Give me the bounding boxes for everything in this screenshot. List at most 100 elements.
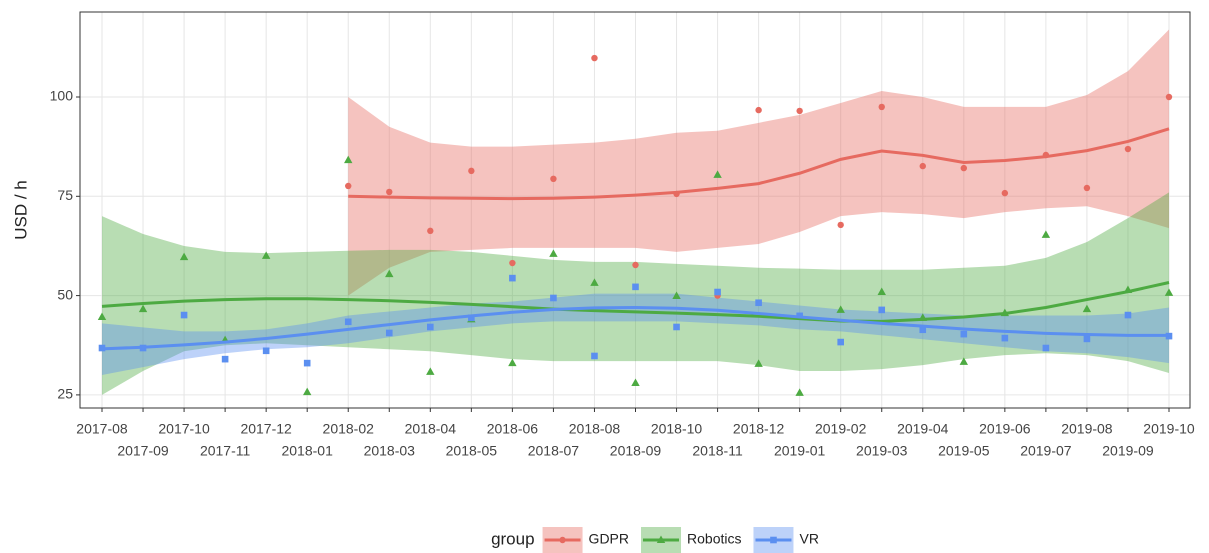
point xyxy=(1082,304,1092,313)
ribbon xyxy=(102,192,1169,395)
point xyxy=(837,221,844,229)
point xyxy=(755,106,762,114)
point xyxy=(303,359,311,367)
point xyxy=(795,388,804,396)
point xyxy=(427,323,434,331)
x-tick-label: 2019-03 xyxy=(856,443,908,459)
x-tick-label: 2017-10 xyxy=(158,421,210,437)
legend-title: group xyxy=(491,529,534,548)
y-tick-label: 50 xyxy=(57,286,73,302)
point xyxy=(590,278,599,286)
point xyxy=(344,155,353,164)
point xyxy=(959,357,969,365)
point xyxy=(302,387,312,396)
point xyxy=(97,312,107,321)
x-tick-label: 2018-12 xyxy=(733,421,785,437)
x-tick-label: 2019-05 xyxy=(938,443,990,459)
point xyxy=(1042,344,1050,352)
x-tick-label: 2019-10 xyxy=(1143,421,1195,437)
point xyxy=(345,182,352,190)
point xyxy=(755,299,762,307)
fit-line xyxy=(101,281,1170,323)
point xyxy=(837,338,844,346)
x-tick-label: 2018-09 xyxy=(610,443,662,459)
point xyxy=(1164,288,1174,296)
x-tick-label: 2019-07 xyxy=(1020,443,1072,459)
x-tick-label: 2017-11 xyxy=(200,443,251,459)
y-tick-label: 25 xyxy=(57,386,73,402)
x-tick-label: 2019-02 xyxy=(815,421,867,437)
x-tick-label: 2017-09 xyxy=(117,443,169,459)
point xyxy=(632,261,639,269)
point xyxy=(427,227,434,235)
x-tick-label: 2018-05 xyxy=(446,443,498,459)
point xyxy=(591,352,598,360)
point xyxy=(1124,145,1132,153)
point xyxy=(1083,335,1091,343)
y-tick-label: 100 xyxy=(50,88,74,104)
x-tick-label: 2019-04 xyxy=(897,421,949,437)
x-tick-label: 2018-03 xyxy=(364,443,416,459)
x-tick-label: 2018-01 xyxy=(281,443,333,459)
point xyxy=(508,358,517,367)
x-tick-label: 2018-08 xyxy=(569,421,621,437)
point xyxy=(426,367,435,375)
point xyxy=(509,259,516,267)
point xyxy=(878,103,885,111)
y-axis-label: USD / h xyxy=(11,180,30,240)
point xyxy=(1124,311,1132,319)
point xyxy=(1001,189,1009,197)
legend-label: VR xyxy=(799,531,818,547)
point xyxy=(877,287,886,296)
point xyxy=(180,311,188,319)
point xyxy=(836,305,845,313)
point xyxy=(262,347,270,355)
point xyxy=(468,167,475,175)
fit-line xyxy=(348,127,1170,201)
point xyxy=(673,323,680,331)
point xyxy=(344,318,352,326)
point xyxy=(559,536,566,544)
x-tick-label: 2018-11 xyxy=(692,443,743,459)
point xyxy=(714,288,721,296)
x-tick-label: 2018-04 xyxy=(405,421,457,437)
point xyxy=(919,162,926,170)
point xyxy=(1083,184,1091,192)
point xyxy=(656,535,666,543)
point xyxy=(385,329,393,337)
x-tick-label: 2017-08 xyxy=(76,421,128,437)
point xyxy=(138,304,148,313)
point xyxy=(549,249,558,257)
panel-border xyxy=(79,11,1191,409)
point xyxy=(754,359,763,367)
point xyxy=(550,294,557,302)
point xyxy=(179,252,189,261)
x-tick-label: 2018-07 xyxy=(528,443,580,459)
x-tick-label: 2019-06 xyxy=(979,421,1031,437)
point xyxy=(1165,93,1173,101)
point xyxy=(960,164,968,172)
point xyxy=(919,326,927,334)
x-tick-label: 2019-09 xyxy=(1102,443,1154,459)
point xyxy=(770,536,777,544)
point xyxy=(509,274,516,282)
legend-label: Robotics xyxy=(687,531,741,547)
point xyxy=(386,188,393,196)
point xyxy=(878,306,886,314)
point xyxy=(632,283,639,291)
x-tick-label: 2018-02 xyxy=(323,421,375,437)
fit-line xyxy=(101,306,1169,351)
x-tick-label: 2019-01 xyxy=(774,443,826,459)
point xyxy=(1001,334,1009,342)
x-tick-label: 2019-08 xyxy=(1061,421,1113,437)
point xyxy=(591,54,598,62)
point xyxy=(550,175,557,183)
x-tick-label: 2017-12 xyxy=(240,421,292,437)
legend-label: GDPR xyxy=(589,531,629,547)
x-tick-label: 2018-06 xyxy=(487,421,539,437)
point xyxy=(796,107,803,115)
point xyxy=(385,269,394,278)
y-tick-label: 75 xyxy=(57,187,73,203)
